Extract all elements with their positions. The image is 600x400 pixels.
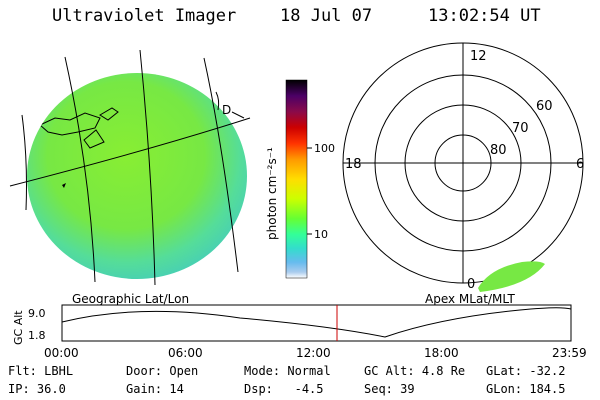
altitude-xtick-1: 06:00 (168, 346, 203, 360)
limb-marker: D (222, 103, 231, 117)
info-gain: Gain: 14 (126, 382, 184, 396)
colorbar-tick-100: 100 (314, 142, 335, 155)
polar-panel-label: Apex MLat/MLT (425, 292, 515, 306)
polar-hour-18: 18 (345, 157, 362, 172)
altitude-ytick-low: 1.8 (28, 329, 46, 342)
observation-date: 18 Jul 07 (280, 6, 373, 26)
polar-hour-0: 0 (467, 277, 475, 292)
info-glat: GLat: -32.2 (486, 364, 566, 378)
info-door: Door: Open (126, 364, 199, 378)
altitude-xtick-0: 00:00 (44, 346, 79, 360)
altitude-ylabel: GC Alt (12, 310, 25, 345)
polar-lat-80: 80 (490, 143, 507, 158)
colorbar-unit-label: photon cm⁻²s⁻¹ (265, 147, 279, 240)
polar-plot (342, 42, 584, 284)
polar-lat-70: 70 (512, 121, 529, 136)
altitude-curve (61, 307, 572, 338)
observation-time: 13:02:54 UT (428, 6, 541, 26)
altitude-plot-frame (61, 304, 572, 342)
geo-panel-label: Geographic Lat/Lon (72, 292, 189, 306)
altitude-xtick-3: 18:00 (424, 346, 459, 360)
altitude-ytick-high: 9.0 (28, 307, 46, 320)
altitude-xtick-4: 23:59 (552, 346, 587, 360)
colorbar-tick-10: 10 (314, 228, 328, 241)
info-glon: GLon: 184.5 (486, 382, 566, 396)
info-dsp: Dsp: -4.5 (244, 382, 324, 396)
altitude-xtick-2: 12:00 (296, 346, 331, 360)
info-seq: Seq: 39 (364, 382, 415, 396)
instrument-title: Ultraviolet Imager (52, 6, 237, 26)
info-gc-alt: GC Alt: 4.8 Re (364, 364, 466, 378)
info-filter: Flt: LBHL (8, 364, 74, 378)
info-ip: IP: 36.0 (8, 382, 66, 396)
uv-image-disk (27, 73, 247, 279)
colorbar (285, 79, 308, 279)
polar-lat-60: 60 (536, 99, 553, 114)
polar-hour-12: 12 (470, 49, 487, 64)
coastline (39, 107, 119, 188)
polar-hour-6: 6 (576, 157, 584, 172)
lat-lon-grid (9, 49, 251, 286)
polar-aurora-patch (478, 261, 545, 292)
info-mode: Mode: Normal (244, 364, 331, 378)
